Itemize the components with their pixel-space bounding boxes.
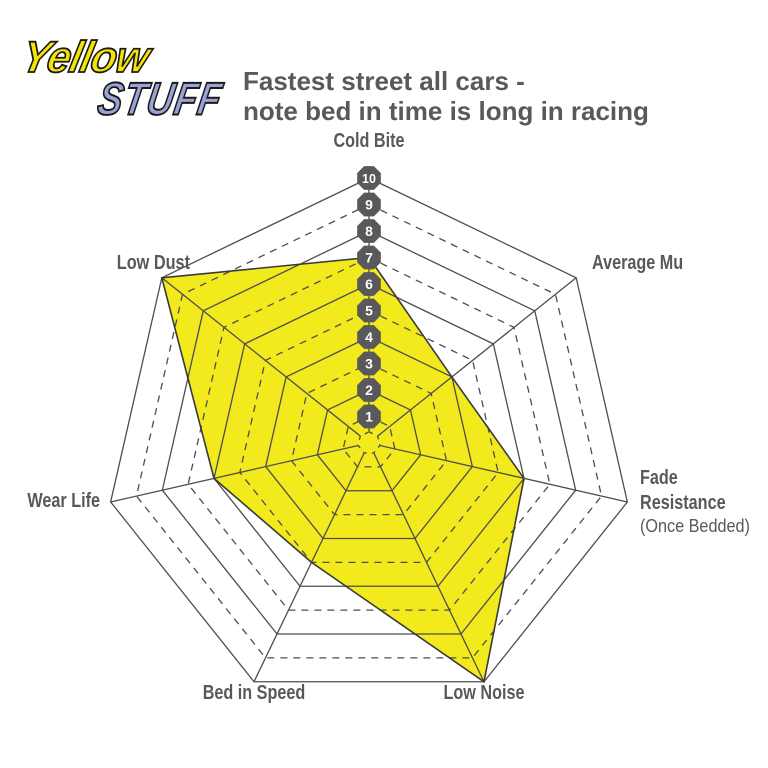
svg-text:1: 1 [365, 409, 373, 425]
svg-text:8: 8 [365, 223, 373, 239]
svg-text:(Once Bedded): (Once Bedded) [640, 516, 750, 536]
svg-text:2: 2 [365, 382, 373, 398]
svg-text:7: 7 [365, 250, 373, 266]
svg-text:Wear Life: Wear Life [27, 490, 100, 512]
svg-text:Low Noise: Low Noise [444, 682, 525, 704]
svg-text:Low Dust: Low Dust [117, 252, 190, 274]
svg-text:Average Mu: Average Mu [592, 252, 683, 274]
svg-text:3: 3 [365, 356, 373, 372]
svg-text:10: 10 [362, 172, 376, 186]
svg-text:6: 6 [365, 276, 373, 292]
svg-text:Resistance: Resistance [640, 492, 726, 514]
svg-text:Cold Bite: Cold Bite [333, 130, 404, 152]
svg-text:Fade: Fade [640, 467, 678, 489]
svg-text:5: 5 [365, 303, 373, 319]
svg-text:4: 4 [365, 329, 373, 345]
svg-text:Fastest street all cars -: Fastest street all cars - [243, 66, 525, 96]
svg-text:Bed in Speed: Bed in Speed [203, 682, 306, 704]
svg-text:9: 9 [365, 197, 373, 213]
svg-text:note bed in time is long in ra: note bed in time is long in racing [243, 96, 649, 126]
